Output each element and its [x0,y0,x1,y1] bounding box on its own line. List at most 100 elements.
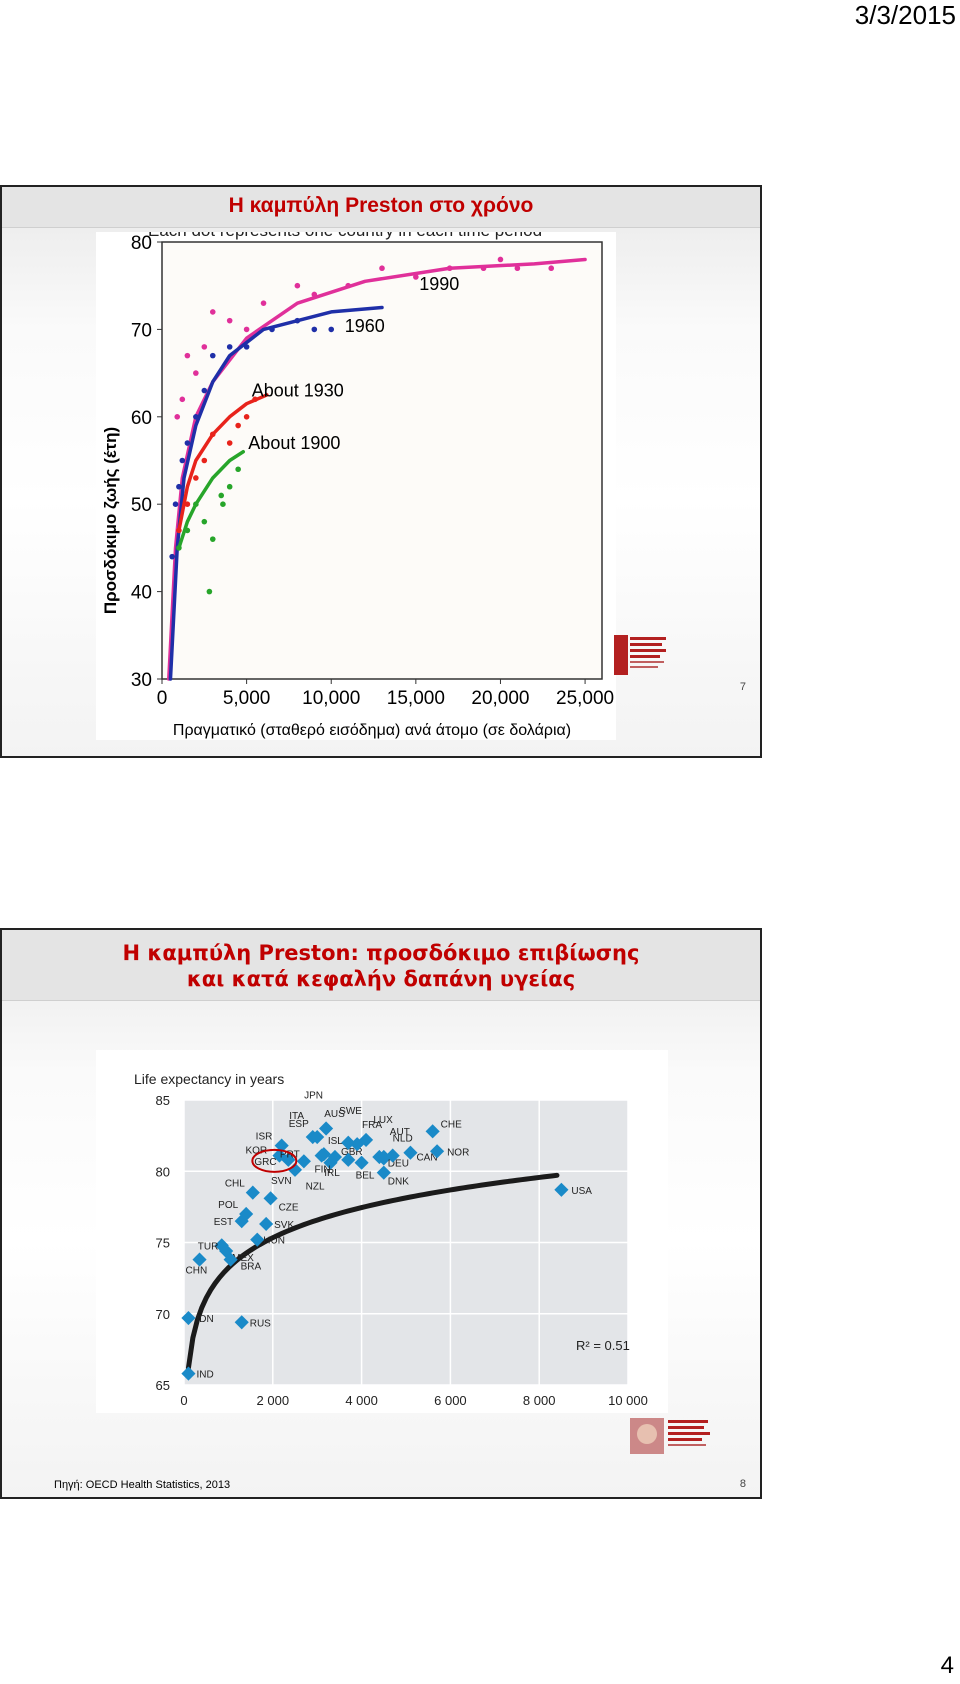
data-point [294,317,301,324]
x-tick-label: 2 000 [257,1393,290,1408]
data-point [172,501,179,508]
data-point [319,1121,334,1136]
point-label: JPN [304,1091,323,1102]
point-label: ESP [289,1119,309,1130]
data-point [252,396,258,403]
data-point [209,352,216,359]
x-tick-label: 10 000 [608,1393,648,1408]
data-point [243,326,250,333]
data-point [239,1206,254,1222]
point-label: NZL [306,1182,325,1193]
page-date: 3/3/2015 [854,0,956,30]
point-label: POL [218,1200,238,1211]
data-point [184,352,191,359]
data-point [169,553,175,560]
data-point [218,492,225,499]
slide-title-line-2: και κατά κεφαλήν δαπάνη υγείας [186,967,576,991]
data-point [179,396,186,403]
curve-label: 1960 [345,316,385,336]
data-point [209,536,216,542]
plot-area [161,241,603,680]
slide-preston-curve-over-time: Η καμπύλη Preston στο χρόνο Each dot rep… [0,185,762,758]
y-tick-label: 80 [131,233,152,254]
highlight-ellipse [251,1148,298,1173]
data-point [358,1132,374,1147]
data-point [176,545,182,551]
y-tick-label: 65 [156,1378,170,1393]
y-tick-label: 40 [131,583,152,604]
point-label: IDN [196,1314,213,1325]
data-point [184,527,191,534]
x-tick-label: 8 000 [523,1393,556,1408]
data-point [193,501,199,508]
data-point [201,457,208,464]
data-point [226,344,233,350]
point-label: SVK [274,1220,294,1231]
data-point [184,440,191,446]
y-tick-label: 70 [156,1307,170,1322]
slide-preston-health-spending: Η καμπύλη Preston: προσδόκιμο επιβίωσης … [0,928,762,1499]
curve-label: About 1930 [252,381,344,401]
point-label: LUX [373,1115,393,1126]
data-point [206,588,213,595]
y-tick-label: 60 [131,408,152,429]
x-tick-label: 5,000 [223,688,271,709]
data-point [176,527,182,534]
point-label: ISL [328,1136,343,1147]
data-point [226,483,233,490]
data-point [341,1152,356,1167]
data-point [345,282,351,289]
data-point [413,274,419,280]
data-point [243,414,250,420]
data-point [269,326,275,333]
slide-title: Η καμπύλη Preston στο χρόνο [228,194,534,217]
data-point [201,518,208,525]
point-label: FRA [362,1120,382,1131]
slide-header: Η καμπύλη Preston: προσδόκιμο επιβίωσης … [2,930,760,1001]
data-point [260,300,267,306]
data-point [179,457,186,464]
point-label: GBR [341,1147,363,1158]
chart-header-partial: Each dot represents one country in each … [148,232,542,240]
data-point [311,291,318,298]
x-tick-label: 25,000 [556,688,614,709]
y-tick-label: 80 [156,1164,170,1179]
y-tick-label: 30 [131,670,152,691]
point-label: HUN [263,1236,285,1247]
data-point [341,1135,356,1150]
x-tick-label: 10,000 [302,688,360,709]
point-label: FIN [315,1165,331,1176]
data-point [379,265,385,272]
data-point [446,265,453,272]
logo-icon [630,1418,710,1454]
slide-title-line-1: Η καμπύλη Preston: προσδόκιμο επιβίωσης [122,941,640,965]
data-point [514,265,521,272]
point-label: GRC [254,1157,276,1168]
data-point [220,501,226,508]
point-label: SVN [271,1176,292,1187]
data-point [480,265,487,272]
data-point [311,326,318,333]
data-point [193,370,199,376]
oecd-chart: Life expectancy in years 65 70 75 80 85 0 2 000… [134,1071,648,1408]
slide-title: Η καμπύλη Preston: προσδόκιμο επιβίωσης … [2,930,760,992]
data-point [193,475,199,481]
data-point [201,344,208,350]
y-tick-label: 50 [131,495,152,516]
oecd-chart-image: Life expectancy in years 65 70 75 80 85 0 2 000… [96,1050,668,1413]
logo-icon [614,635,666,675]
x-tick-label: 4 000 [345,1393,378,1408]
data-point [281,1152,296,1167]
data-point [327,1149,343,1165]
data-point [226,317,233,324]
data-point [209,431,216,438]
point-label: IND [196,1370,213,1381]
point-label: ISR [256,1132,273,1143]
data-point [328,326,335,333]
x-tick-label: 0 [180,1393,187,1408]
point-label: USA [571,1186,592,1197]
data-point [226,440,233,446]
data-point [243,344,250,350]
point-label: IRL [324,1168,340,1179]
chart-title: Life expectancy in years [134,1071,284,1087]
